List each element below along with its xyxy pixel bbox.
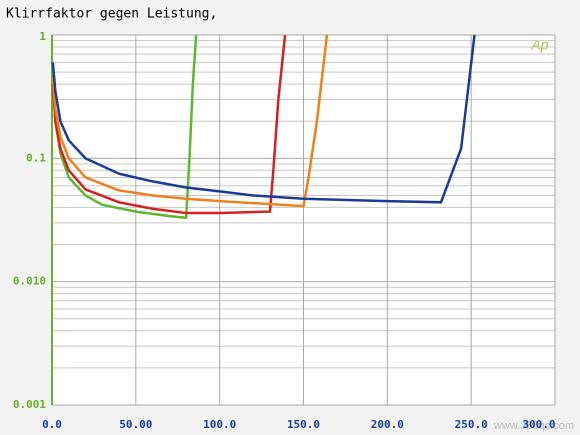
x-tick-label: 300.0: [522, 418, 555, 431]
y-tick-label: 0.010: [13, 275, 46, 288]
data-line: [51, 34, 287, 215]
y-tick-label: 1: [39, 30, 46, 43]
watermark: www.360qc.com: [493, 420, 574, 432]
x-tick-label: 0.0: [42, 418, 62, 431]
data-line: [51, 34, 476, 204]
y-tick-label: 0.1: [26, 151, 46, 164]
x-tick-label: 50.00: [119, 418, 152, 431]
chart-title: Klirrfaktor gegen Leistung,: [6, 7, 217, 22]
x-tick-label: 150.0: [287, 418, 320, 431]
x-tick-label: 250.0: [455, 418, 488, 431]
annotation: Ap: [530, 37, 548, 53]
y-tick-label: 0.001: [13, 398, 46, 411]
x-tick-label: 200.0: [371, 418, 404, 431]
data-line: [51, 34, 329, 208]
x-tick-label: 100.0: [203, 418, 236, 431]
